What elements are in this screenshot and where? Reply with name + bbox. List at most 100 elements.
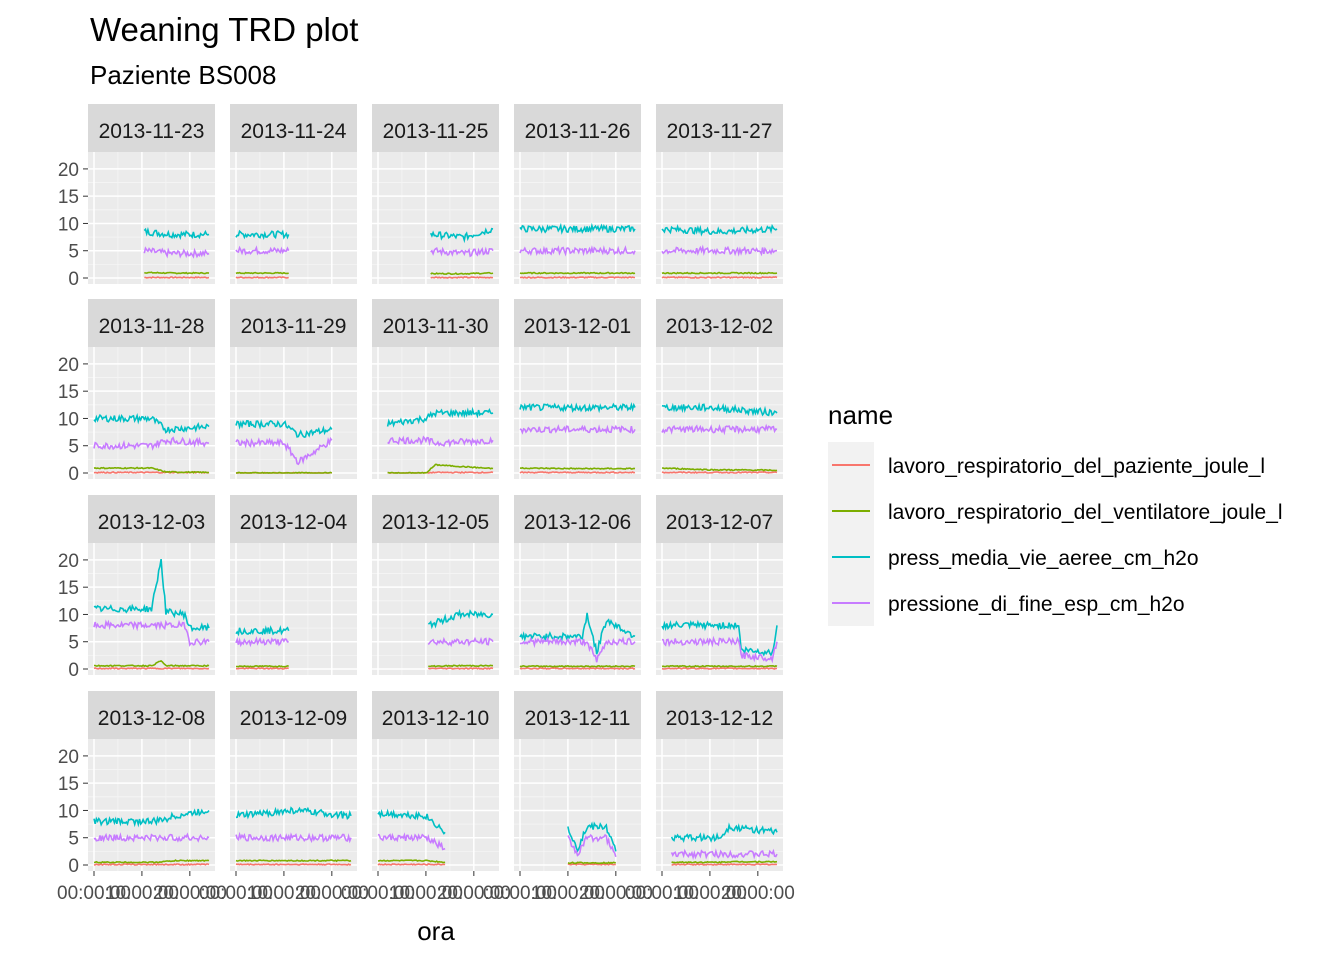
- series-line: [661, 467, 778, 472]
- y-tick-label: 20: [58, 747, 79, 768]
- series-line: [386, 406, 494, 428]
- series-line: [661, 635, 778, 664]
- series-line: [93, 436, 210, 451]
- facet-strip-label: 2013-11-24: [241, 120, 347, 143]
- facet-panel: 2013-12-01: [514, 299, 641, 479]
- facet-strip: [656, 495, 783, 543]
- legend-label-0: lavoro_respiratorio_del_paziente_joule_l: [888, 455, 1265, 478]
- facet-strip-label: 2013-12-06: [524, 511, 631, 534]
- series-line: [93, 412, 210, 435]
- series-line: [661, 470, 778, 474]
- x-tick-label: 10:00:00: [247, 883, 321, 904]
- x-tick-label: 20:00:00: [579, 883, 653, 904]
- y-tick-label: 0: [68, 660, 79, 681]
- facet-strip: [230, 495, 357, 543]
- x-tick-label: 20:00:00: [153, 883, 227, 904]
- x-tick-label: 00:00:00: [199, 883, 273, 904]
- legend-item: pressione_di_fine_esp_cm_h2o: [832, 593, 1185, 616]
- y-tick-label: 15: [58, 187, 79, 208]
- facet-panel: 2013-11-27: [656, 104, 783, 284]
- series-line: [94, 659, 210, 668]
- series-line: [670, 848, 778, 861]
- series-line: [661, 664, 778, 668]
- facet-strip-label: 2013-11-26: [525, 120, 631, 143]
- series-line: [377, 863, 446, 866]
- series-line: [671, 860, 778, 864]
- facet-panel: 2013-11-28 0 5 10 15 20: [58, 299, 215, 485]
- facet-strip-label: 2013-12-07: [666, 511, 773, 534]
- series-line: [519, 275, 635, 279]
- x-tick-label: 20:00:00: [721, 883, 795, 904]
- chart-subtitle: Paziente BS008: [90, 60, 276, 90]
- series-line: [428, 608, 494, 630]
- facet-strip-label: 2013-11-25: [383, 120, 489, 143]
- facet-strip: [656, 299, 783, 347]
- x-tick-label: 20:00:00: [437, 883, 511, 904]
- y-tick-label: 5: [68, 437, 79, 458]
- facet-strip-label: 2013-12-01: [524, 315, 631, 338]
- series-line: [93, 862, 210, 867]
- panel-background: [88, 152, 215, 284]
- series-line: [567, 833, 617, 858]
- series-line: [661, 271, 778, 275]
- panel-background: [514, 347, 641, 479]
- series-line: [93, 466, 210, 474]
- series-line: [236, 664, 289, 668]
- facet-panel: 2013-11-29: [230, 299, 357, 479]
- facet-strip-label: 2013-12-08: [98, 707, 205, 730]
- legend-item: press_media_vie_aeree_cm_h2o: [832, 547, 1199, 570]
- facet-strip-label: 2013-11-27: [667, 120, 773, 143]
- facet-strip-label: 2013-12-04: [240, 511, 348, 534]
- x-tick-label: 00:00:00: [625, 883, 699, 904]
- facet-strip: [514, 691, 641, 739]
- x-tick-label: 10:00:00: [531, 883, 605, 904]
- facet-panel: 2013-11-26: [514, 104, 641, 284]
- x-tick-label: 00:00:00: [57, 883, 131, 904]
- y-tick-label: 0: [68, 856, 79, 877]
- facet-panel: 2013-11-30: [372, 299, 499, 479]
- legend-label-1: lavoro_respiratorio_del_ventilatore_joul…: [888, 501, 1283, 524]
- facet-strip: [656, 104, 783, 152]
- series-line: [387, 463, 494, 474]
- series-line: [671, 863, 778, 866]
- facet-panels: 2013-11-23 0 5 10 15 20 2013-11-24 2013-11-25 20…: [57, 104, 795, 904]
- facet-strip: [88, 104, 215, 152]
- series-line: [430, 276, 494, 279]
- y-tick-label: 10: [58, 605, 79, 626]
- series-line: [93, 558, 210, 633]
- panel-background: [514, 152, 641, 284]
- facet-panel: 2013-12-02: [656, 299, 783, 479]
- facet-strip: [514, 299, 641, 347]
- facet-strip: [514, 104, 641, 152]
- facet-strip: [230, 691, 357, 739]
- series-line: [235, 276, 289, 279]
- series-line: [144, 271, 210, 275]
- facet-strip-label: 2013-12-02: [666, 315, 773, 338]
- legend-label-3: pressione_di_fine_esp_cm_h2o: [888, 593, 1185, 616]
- series-line: [519, 466, 636, 471]
- y-tick-label: 20: [58, 355, 79, 376]
- series-line: [661, 244, 777, 257]
- series-line: [670, 822, 778, 844]
- series-line: [661, 423, 778, 436]
- series-line: [661, 223, 778, 237]
- legend-item: lavoro_respiratorio_del_ventilatore_joul…: [832, 501, 1283, 524]
- x-axis-label: ora: [417, 916, 455, 946]
- panel-background: [656, 152, 783, 284]
- series-line: [93, 808, 210, 828]
- panel-background: [88, 739, 215, 871]
- y-tick-label: 15: [58, 774, 79, 795]
- facet-strip: [88, 691, 215, 739]
- series-line: [519, 666, 636, 670]
- series-line: [235, 229, 290, 241]
- y-tick-label: 20: [58, 551, 79, 572]
- series-line: [427, 667, 494, 670]
- facet-strip-label: 2013-11-28: [99, 315, 205, 338]
- panel-background: [372, 152, 499, 284]
- series-line: [235, 436, 333, 466]
- series-line: [377, 808, 446, 835]
- series-line: [519, 664, 636, 668]
- facet-strip-label: 2013-11-30: [383, 315, 489, 338]
- panel-background: [514, 543, 641, 675]
